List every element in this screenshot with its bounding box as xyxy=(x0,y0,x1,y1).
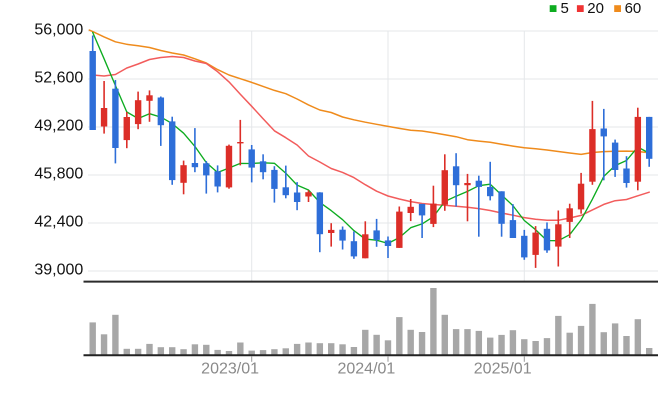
svg-text:2025/01: 2025/01 xyxy=(474,361,532,378)
svg-text:5: 5 xyxy=(561,0,569,17)
svg-text:42,400: 42,400 xyxy=(34,214,83,231)
svg-text:49,200: 49,200 xyxy=(34,118,83,135)
svg-text:45,800: 45,800 xyxy=(34,166,83,183)
svg-text:56,000: 56,000 xyxy=(34,22,83,39)
svg-text:60: 60 xyxy=(625,0,642,17)
svg-text:2023/01: 2023/01 xyxy=(201,361,259,378)
svg-text:52,600: 52,600 xyxy=(34,70,83,87)
svg-text:20: 20 xyxy=(587,0,604,17)
svg-text:39,000: 39,000 xyxy=(34,262,83,279)
svg-text:2024/01: 2024/01 xyxy=(337,361,395,378)
